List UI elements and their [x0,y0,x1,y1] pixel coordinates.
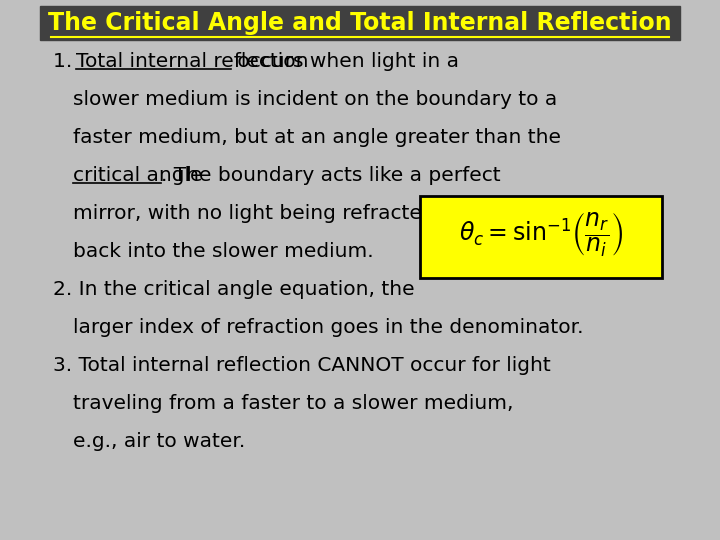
FancyBboxPatch shape [40,6,680,40]
Text: back into the slower medium.: back into the slower medium. [73,242,374,261]
Text: 2. In the critical angle equation, the: 2. In the critical angle equation, the [53,280,415,299]
FancyBboxPatch shape [420,196,662,278]
Text: occurs when light in a: occurs when light in a [231,52,459,71]
Text: faster medium, but at an angle greater than the: faster medium, but at an angle greater t… [73,128,561,147]
Text: Total internal reflection: Total internal reflection [76,52,308,71]
Text: critical angle: critical angle [73,166,202,185]
Text: 3. Total internal reflection CANNOT occur for light: 3. Total internal reflection CANNOT occu… [53,356,551,375]
Text: traveling from a faster to a slower medium,: traveling from a faster to a slower medi… [73,394,513,413]
Text: . The boundary acts like a perfect: . The boundary acts like a perfect [161,166,500,185]
Text: e.g., air to water.: e.g., air to water. [73,432,245,451]
Text: 1.: 1. [53,52,78,71]
Text: mirror, with no light being refracted...only reflected,: mirror, with no light being refracted...… [73,204,598,223]
Text: The Critical Angle and Total Internal Reflection: The Critical Angle and Total Internal Re… [48,11,672,35]
Text: larger index of refraction goes in the denominator.: larger index of refraction goes in the d… [73,318,583,337]
Text: $\theta_c = \sin^{-1}\!\left(\dfrac{n_r}{n_i}\right)$: $\theta_c = \sin^{-1}\!\left(\dfrac{n_r}… [459,211,623,259]
Text: slower medium is incident on the boundary to a: slower medium is incident on the boundar… [73,90,557,109]
